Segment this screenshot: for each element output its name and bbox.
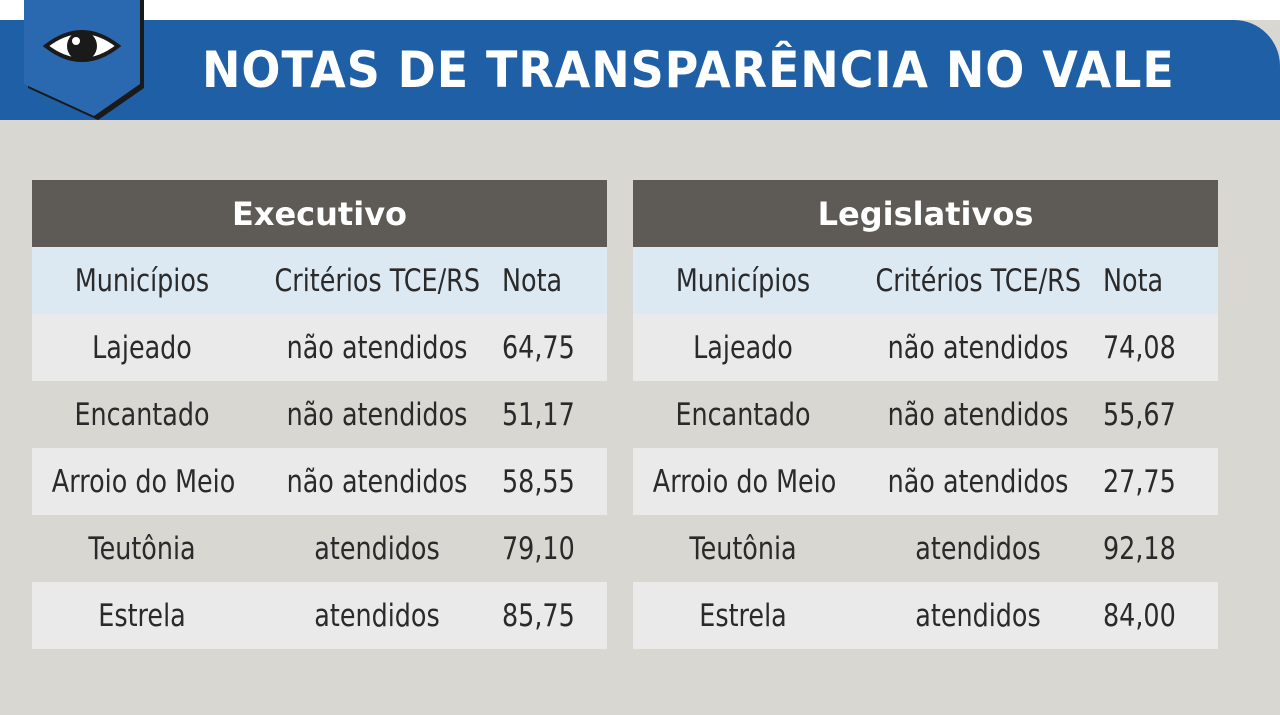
table-row: Arroio do Meio não atendidos 27,75 <box>633 448 1218 515</box>
table-title: Executivo <box>32 180 607 247</box>
legislativos-table: Legislativos Municípios Critérios TCE/RS… <box>633 180 1218 649</box>
criterios-cell: atendidos <box>314 597 440 634</box>
title-banner <box>0 20 1280 120</box>
municipio-cell: Lajeado <box>693 329 793 366</box>
criterios-cell: atendidos <box>915 530 1041 567</box>
municipio-cell: Encantado <box>74 396 210 433</box>
table-title: Legislativos <box>633 180 1218 247</box>
column-header: Critérios TCE/RS <box>274 262 480 299</box>
nota-cell: 51,17 <box>502 396 575 433</box>
municipio-cell: Teutônia <box>88 530 196 567</box>
table-header-row: Municípios Critérios TCE/RS Nota <box>633 247 1218 314</box>
table-row: Estrela atendidos 84,00 <box>633 582 1218 649</box>
table-row: Teutônia atendidos 79,10 <box>32 515 607 582</box>
column-header: Critérios TCE/RS <box>875 262 1081 299</box>
nota-cell: 64,75 <box>502 329 575 366</box>
criterios-cell: não atendidos <box>286 396 468 433</box>
nota-cell: 27,75 <box>1103 463 1176 500</box>
top-strip <box>0 0 1280 20</box>
municipio-cell: Estrela <box>98 597 186 634</box>
eye-icon <box>24 0 144 120</box>
table-row: Lajeado não atendidos 74,08 <box>633 314 1218 381</box>
table-row: Encantado não atendidos 55,67 <box>633 381 1218 448</box>
municipio-cell: Estrela <box>699 597 787 634</box>
nota-cell: 58,55 <box>502 463 575 500</box>
nota-cell: 79,10 <box>502 530 575 567</box>
executivo-table: Executivo Municípios Critérios TCE/RS No… <box>32 180 607 649</box>
nota-cell: 74,08 <box>1103 329 1176 366</box>
table-row: Teutônia atendidos 92,18 <box>633 515 1218 582</box>
column-header: Nota <box>1103 262 1164 299</box>
page-title: NOTAS DE TRANSPARÊNCIA NO VALE <box>202 41 1175 99</box>
municipio-cell: Lajeado <box>92 329 192 366</box>
criterios-cell: não atendidos <box>286 329 468 366</box>
table-row: Encantado não atendidos 51,17 <box>32 381 607 448</box>
nota-cell: 55,67 <box>1103 396 1176 433</box>
column-header: Municípios <box>675 262 811 299</box>
criterios-cell: atendidos <box>915 597 1041 634</box>
column-header: Nota <box>502 262 563 299</box>
table-header-row: Municípios Critérios TCE/RS Nota <box>32 247 607 314</box>
column-header: Municípios <box>74 262 210 299</box>
table-row: Lajeado não atendidos 64,75 <box>32 314 607 381</box>
table-row: Arroio do Meio não atendidos 58,55 <box>32 448 607 515</box>
nota-cell: 84,00 <box>1103 597 1176 634</box>
criterios-cell: não atendidos <box>887 463 1069 500</box>
table-row: Estrela atendidos 85,75 <box>32 582 607 649</box>
nota-cell: 85,75 <box>502 597 575 634</box>
nota-cell: 92,18 <box>1103 530 1176 567</box>
criterios-cell: não atendidos <box>887 396 1069 433</box>
criterios-cell: não atendidos <box>286 463 468 500</box>
municipio-cell: Encantado <box>675 396 811 433</box>
municipio-cell: Teutônia <box>689 530 797 567</box>
criterios-cell: não atendidos <box>887 329 1069 366</box>
municipio-cell: Arroio do Meio <box>652 463 837 500</box>
municipio-cell: Arroio do Meio <box>51 463 236 500</box>
criterios-cell: atendidos <box>314 530 440 567</box>
